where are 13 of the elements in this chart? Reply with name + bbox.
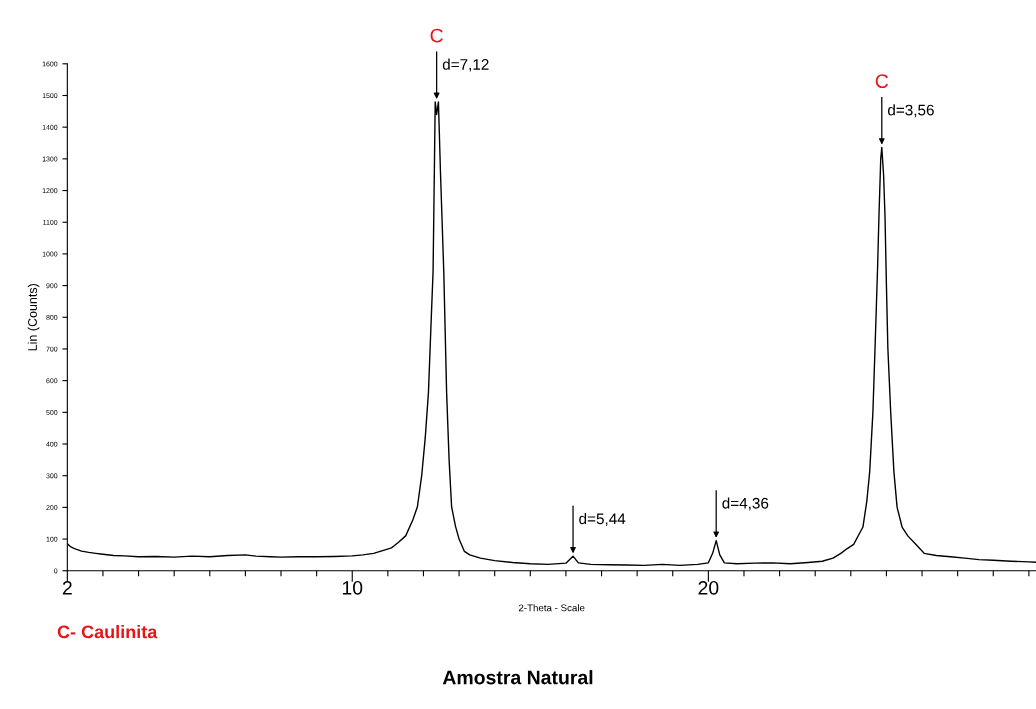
annotation: d=7,12 <box>442 58 489 72</box>
annotation: C <box>430 28 443 43</box>
x-tick-label: 10 <box>342 580 363 595</box>
x-axis-title: 2-Theta - Scale <box>518 604 585 612</box>
text: Amostra Natural <box>442 670 593 685</box>
text: C- Caulinita <box>57 625 158 639</box>
y-axis-title: Lin (Counts) <box>27 284 40 351</box>
annotation: C <box>875 74 889 89</box>
annotation: d=4,36 <box>722 497 769 511</box>
x-tick-label: 20 <box>698 580 719 595</box>
x-tick-label: 2 <box>62 580 72 595</box>
annotation: d=5,44 <box>579 512 626 526</box>
annotation: d=3,56 <box>888 104 934 118</box>
